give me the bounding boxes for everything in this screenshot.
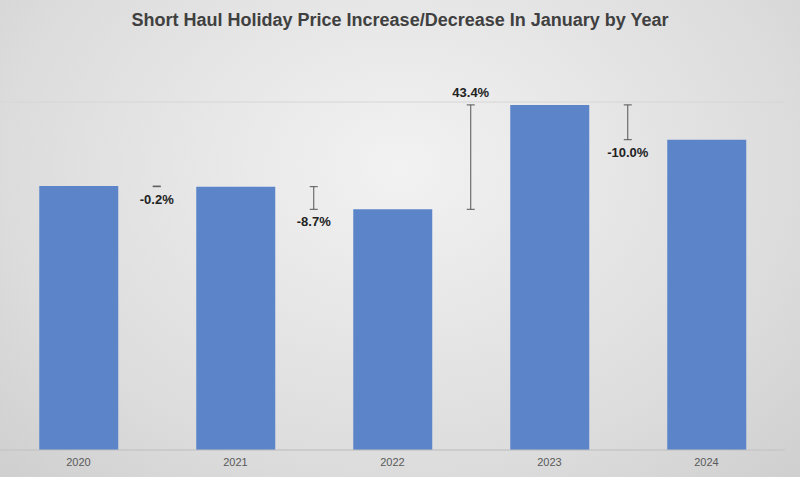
svg-text:-8.7%: -8.7% xyxy=(297,214,331,229)
svg-text:2024: 2024 xyxy=(694,456,718,468)
svg-text:-10.0%: -10.0% xyxy=(607,145,649,160)
svg-text:43.4%: 43.4% xyxy=(452,85,489,100)
html-text:Short Haul Holiday Price Incre: Short Haul Holiday Price Increase/Decrea… xyxy=(131,10,669,30)
svg-text:2023: 2023 xyxy=(537,456,561,468)
svg-text:2022: 2022 xyxy=(380,456,404,468)
svg-text:2021: 2021 xyxy=(223,456,247,468)
svg-text:-0.2%: -0.2% xyxy=(140,192,174,207)
svg-text:2020: 2020 xyxy=(66,456,90,468)
